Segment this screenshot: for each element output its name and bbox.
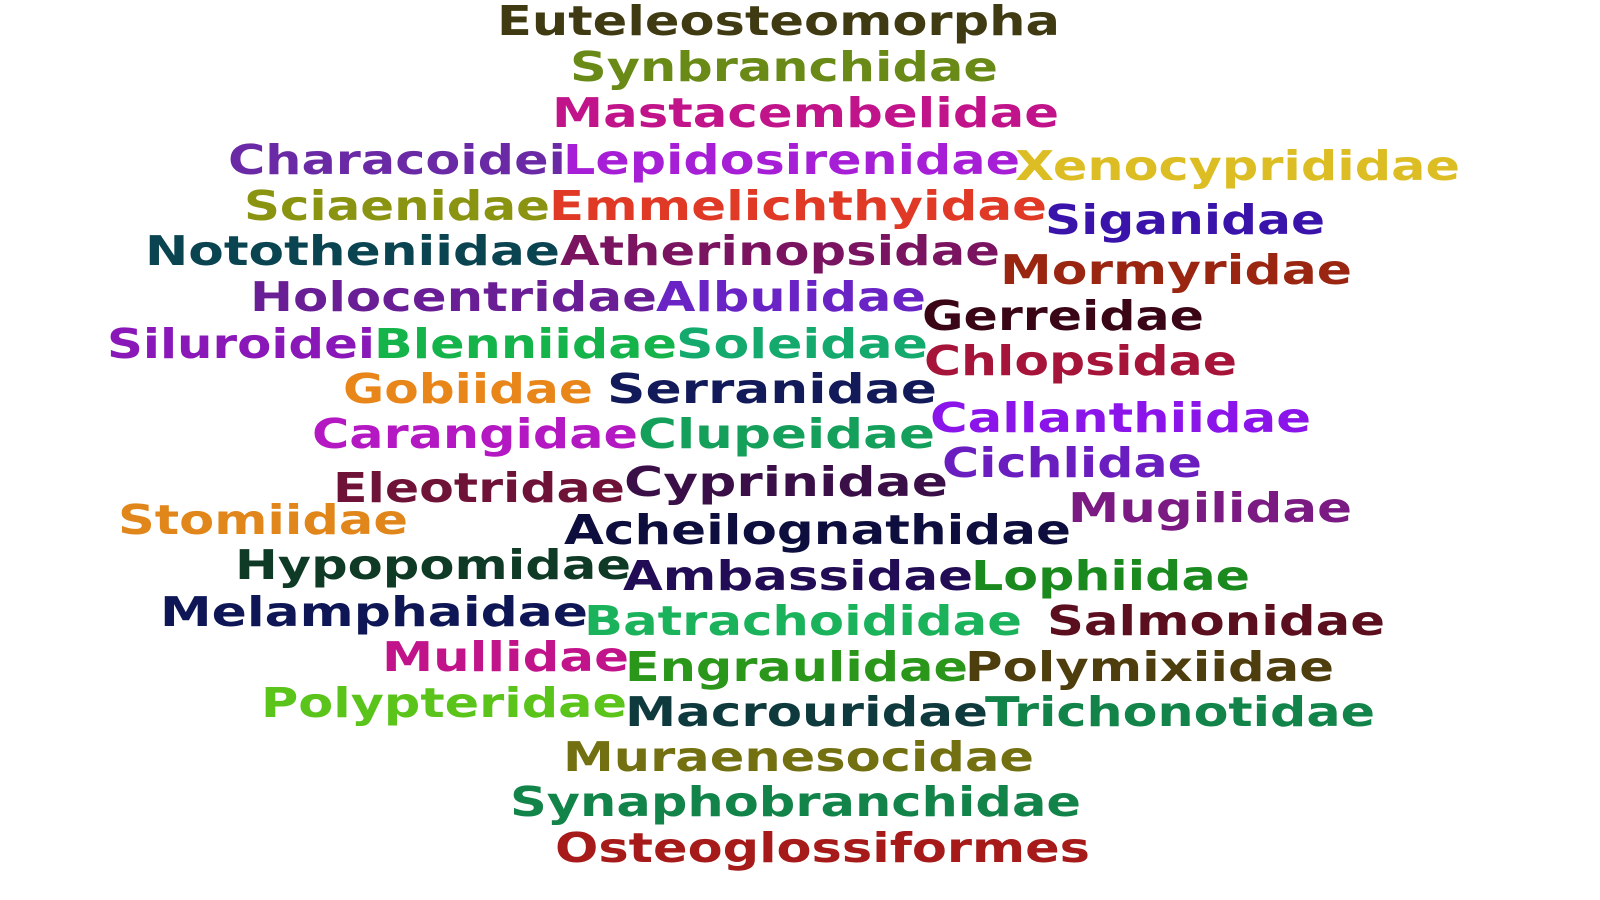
word-hypopomidae: Hypopomidae [235, 541, 632, 589]
word-muraenesocidae: Muraenesocidae [563, 733, 1035, 781]
word-mastacembelidae: Mastacembelidae [552, 89, 1060, 137]
word-soleidae: Soleidae [676, 320, 928, 368]
word-acheilognathidae: Acheilognathidae [564, 506, 1072, 554]
word-chlopsidae: Chlopsidae [924, 337, 1237, 385]
word-emmelichthyidae: Emmelichthyidae [549, 182, 1047, 230]
word-gobiidae: Gobiidae [343, 365, 593, 413]
word-carangidae: Carangidae [312, 410, 638, 458]
word-gerreidae: Gerreidae [922, 292, 1204, 340]
word-cichlidae: Cichlidae [942, 439, 1203, 487]
word-clupeidae: Clupeidae [638, 410, 935, 458]
word-serranidae: Serranidae [607, 365, 938, 413]
word-holocentridae: Holocentridae [250, 273, 658, 321]
word-cyprinidae: Cyprinidae [624, 458, 948, 506]
word-characoidei: Characoidei [228, 136, 566, 184]
word-albulidae: Albulidae [656, 273, 926, 321]
word-lophiidae: Lophiidae [971, 552, 1251, 600]
word-callanthiidae: Callanthiidae [930, 394, 1312, 442]
word-sciaenidae: Sciaenidae [244, 182, 550, 230]
word-stomiidae: Stomiidae [118, 496, 409, 544]
word-ambassidae: Ambassidae [623, 552, 974, 600]
word-melamphaidae: Melamphaidae [160, 588, 588, 636]
word-siganidae: Siganidae [1045, 196, 1326, 244]
word-engraulidae: Engraulidae [625, 643, 968, 691]
word-synbranchidae: Synbranchidae [570, 43, 999, 91]
word-salmonidae: Salmonidae [1047, 597, 1385, 645]
word-siluroidei: Siluroidei [107, 320, 375, 368]
word-mugilidae: Mugilidae [1068, 484, 1352, 532]
word-mullidae: Mullidae [382, 633, 629, 681]
word-polypteridae: Polypteridae [261, 679, 628, 727]
word-mormyridae: Mormyridae [1000, 246, 1353, 294]
word-macrouridae: Macrouridae [625, 688, 989, 736]
word-nototheniidae: Nototheniidae [145, 227, 560, 275]
word-polymixiidae: Polymixiidae [965, 643, 1335, 691]
word-trichonotidae: Trichonotidae [985, 688, 1376, 736]
word-euteleosteomorpha: Euteleosteomorpha [497, 0, 1061, 45]
word-synaphobranchidae: Synaphobranchidae [510, 778, 1082, 826]
word-blenniidae: Blenniidae [374, 320, 678, 368]
word-osteoglossiformes: Osteoglossiformes [555, 824, 1091, 872]
word-xenocyprididae: Xenocyprididae [1015, 142, 1461, 190]
word-eleotridae: Eleotridae [333, 464, 625, 512]
word-lepidosirenidae: Lepidosirenidae [563, 136, 1020, 184]
word-batrachoididae: Batrachoididae [584, 597, 1022, 645]
word-atherinopsidae: Atherinopsidae [560, 227, 1001, 275]
